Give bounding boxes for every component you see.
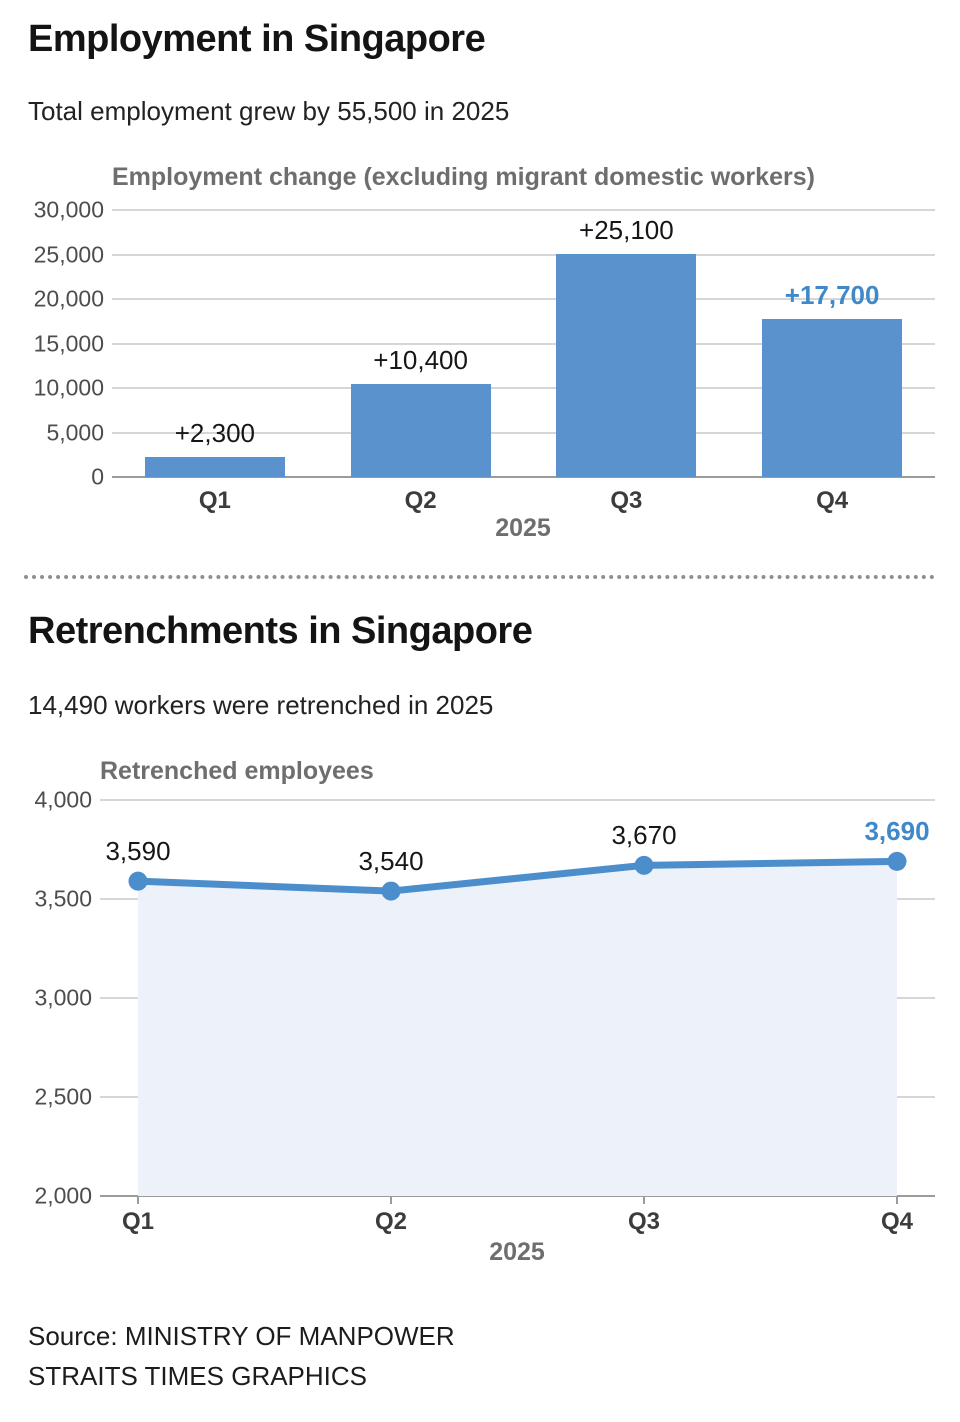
axis-tickmark	[390, 1196, 392, 1204]
gridline	[100, 799, 935, 801]
axis-tickmark	[137, 1196, 139, 1204]
bar-chart-x-axis: Q1 Q2 Q3 Q4	[112, 487, 935, 517]
x-tick-label: Q2	[374, 1208, 408, 1235]
data-point-Q4	[887, 851, 907, 871]
gridline	[112, 209, 935, 211]
y-tick-label: 3,500	[34, 885, 92, 912]
x-tick-label: Q3	[627, 1208, 661, 1235]
gridline	[112, 253, 935, 256]
y-tick-label: 4,000	[34, 786, 92, 813]
y-tick-label: 10,000	[33, 374, 104, 401]
x-tick-label: Q1	[121, 1208, 155, 1235]
line-chart-y-axis: 2,000 2,500 3,000 3,500 4,000	[6, 787, 92, 1209]
y-tick-label: 2,500	[34, 1083, 92, 1110]
bar-Q2	[350, 384, 491, 477]
y-tick-label: 20,000	[33, 285, 104, 312]
y-tick-label: 25,000	[33, 241, 104, 267]
y-tick-label: 15,000	[33, 330, 104, 356]
point-value-label: 3,690	[864, 816, 930, 847]
gridline	[112, 298, 935, 300]
retrenchments-section-title: Retrenchments in Singapore	[28, 610, 533, 652]
y-tick-label: 5,000	[46, 419, 104, 445]
x-tick-label: Q4	[816, 487, 849, 514]
bar-value-label: +17,700	[784, 280, 880, 311]
bar-Q1	[144, 456, 285, 477]
bar-value-label: +2,300	[174, 417, 255, 448]
line-chart-canvas	[128, 851, 907, 1196]
gridline	[100, 1195, 935, 1197]
bar-chart-year-label: 2025	[495, 514, 551, 542]
x-tick-label: Q1	[198, 487, 231, 514]
line-chart-x-axis: Q1 Q2 Q3 Q4	[100, 1208, 935, 1238]
data-point-Q3	[634, 855, 654, 875]
dotted-divider	[24, 575, 935, 579]
bar-chart-y-axis: 0 5,000 10,000 15,000 20,000 25,000 30,000	[10, 197, 104, 490]
point-value-label: 3,670	[611, 820, 677, 851]
line-chart-title: Retrenched employees	[100, 757, 374, 785]
bar-value-label: +25,100	[579, 214, 674, 245]
bar-chart-title: Employment change (excluding migrant dom…	[112, 163, 815, 191]
point-value-label: 3,590	[105, 836, 171, 867]
y-tick-label: 3,000	[34, 984, 92, 1011]
gridline	[112, 342, 935, 345]
data-point-Q2	[381, 881, 401, 901]
line-chart-plot: 3,590 3,540 3,670 3,690	[100, 799, 935, 1204]
line-chart-year-label: 2025	[489, 1238, 545, 1266]
employment-section-subtitle: Total employment grew by 55,500 in 2025	[28, 96, 510, 126]
bar-Q3	[556, 253, 697, 477]
bar-Q4	[762, 319, 903, 477]
data-point-Q1	[128, 871, 148, 891]
gridline	[112, 431, 935, 434]
axis-tickmark	[643, 1196, 645, 1204]
axis-tickmark	[896, 1196, 898, 1204]
bar-value-label: +10,400	[373, 345, 468, 376]
trend-line	[134, 857, 901, 895]
x-tick-label: Q2	[404, 487, 437, 514]
credit-line: STRAITS TIMES GRAPHICS	[28, 1361, 368, 1391]
area-fill	[138, 861, 897, 1196]
gridline	[112, 476, 935, 478]
y-tick-label: 0	[91, 463, 104, 490]
source-line: Source: MINISTRY OF MANPOWER	[28, 1321, 455, 1351]
employment-section-title: Employment in Singapore	[28, 18, 486, 60]
gridline	[112, 387, 935, 389]
x-tick-label: Q4	[880, 1208, 914, 1235]
point-value-label: 3,540	[358, 846, 424, 877]
y-tick-label: 30,000	[33, 196, 104, 223]
y-tick-label: 2,000	[34, 1182, 92, 1209]
source-footer: Source: MINISTRY OF MANPOWER STRAITS TIM…	[28, 1316, 455, 1396]
retrenchments-section-subtitle: 14,490 workers were retrenched in 2025	[28, 690, 494, 720]
bar-chart-plot: +2,300 +10,400 +25,100 +17,700	[112, 209, 935, 478]
x-tick-label: Q3	[610, 487, 643, 514]
